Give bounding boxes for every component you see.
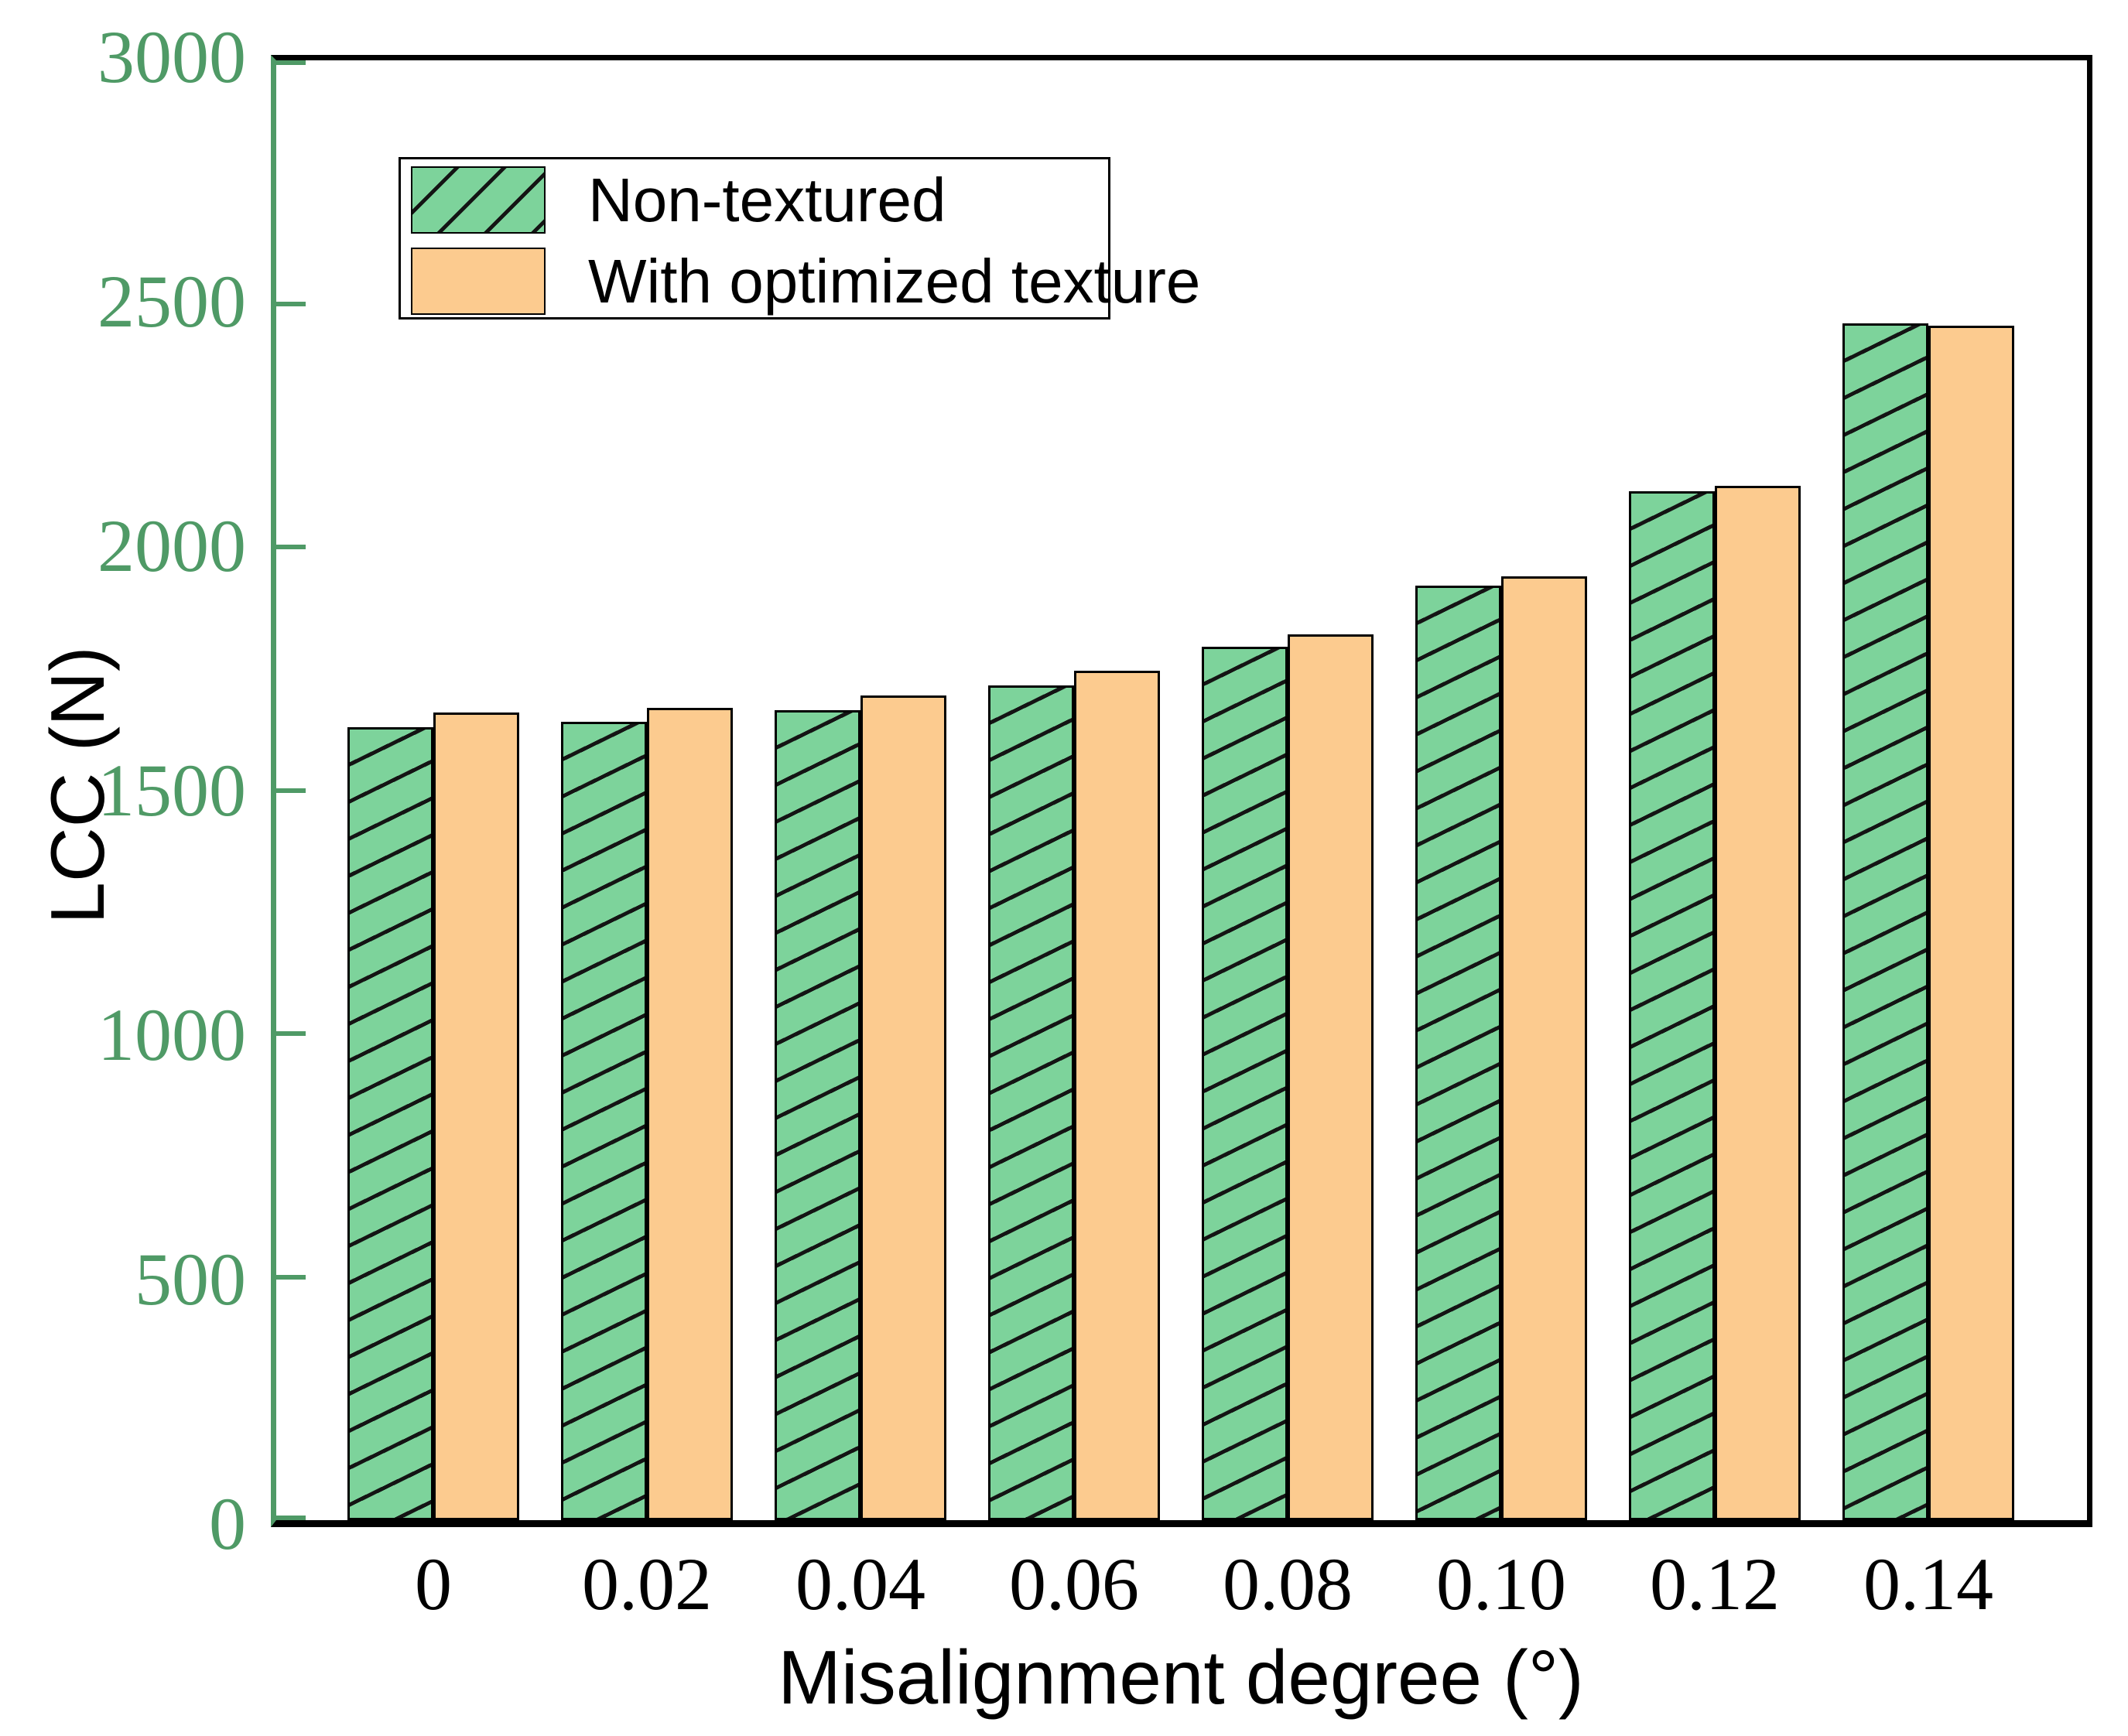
x-axis-tick [1713,1492,1717,1520]
bar-optimized-texture-0.12 [1715,486,1801,1520]
legend-swatch-orange-icon [411,248,546,315]
y-tick-label: 2000 [98,504,246,587]
bar-optimized-texture-0.04 [860,695,946,1520]
x-tick-label: 0.04 [795,1543,925,1625]
bar-non-textured-0.12 [1629,491,1715,1520]
x-tick-label: 0 [415,1543,452,1625]
y-tick-label: 1000 [98,993,246,1076]
x-tick-label: 0.10 [1436,1543,1566,1625]
x-tick-label: 0.14 [1863,1543,1993,1625]
x-axis-title: Misalignment degree (°) [778,1635,1584,1720]
legend-item-optimized-texture: With optimized texture [401,241,1200,322]
y-axis-tick [276,1275,306,1280]
y-axis-tick [276,1031,306,1036]
bar-non-textured-0.02 [561,722,647,1520]
legend-box: Non-textured With optimized texture [399,157,1200,322]
x-axis-tick [1286,1492,1290,1520]
y-axis-tick [276,788,306,793]
bar-non-textured-0.14 [1842,323,1928,1520]
x-axis-tick [859,1492,863,1520]
legend-label: Non-textured [588,165,946,234]
y-tick-label: 500 [135,1238,246,1321]
bar-non-textured-0.06 [988,685,1074,1520]
bar-optimized-texture-0.06 [1074,671,1160,1520]
x-axis-tick [1927,1492,1931,1520]
plot-inner [276,60,2087,1520]
x-tick-label: 0.06 [1009,1543,1139,1625]
x-tick-label: 0.12 [1650,1543,1780,1625]
x-axis-tick [1073,1492,1076,1520]
y-tick-label: 3000 [98,15,246,98]
bar-non-textured-0.08 [1202,647,1288,1520]
x-axis-tick [645,1492,649,1520]
bar-non-textured-0.10 [1415,586,1501,1520]
y-tick-label: 1500 [98,749,246,832]
bar-non-textured-0 [347,727,433,1520]
y-axis-tick [276,1516,306,1520]
legend-swatch-green-hatched-icon [411,166,546,234]
bar-optimized-texture-0.02 [647,708,733,1520]
bar-optimized-texture-0 [433,713,519,1520]
legend-item-non-textured: Non-textured [401,159,1108,241]
bar-optimized-texture-0.10 [1501,576,1587,1520]
x-tick-label: 0.02 [582,1543,712,1625]
legend-label: With optimized texture [588,246,1201,316]
x-axis-tick [432,1492,436,1520]
bar-optimized-texture-0.14 [1928,326,2014,1520]
plot-area [271,55,2092,1527]
bar-non-textured-0.04 [775,710,860,1520]
y-axis-tick [276,60,306,65]
y-tick-label: 2500 [98,260,246,343]
x-tick-label: 0.08 [1223,1543,1353,1625]
x-axis-tick [1500,1492,1504,1520]
bar-optimized-texture-0.08 [1288,634,1374,1520]
y-tick-label: 0 [209,1482,246,1565]
y-axis-tick [276,545,306,549]
y-axis-tick [276,302,306,306]
